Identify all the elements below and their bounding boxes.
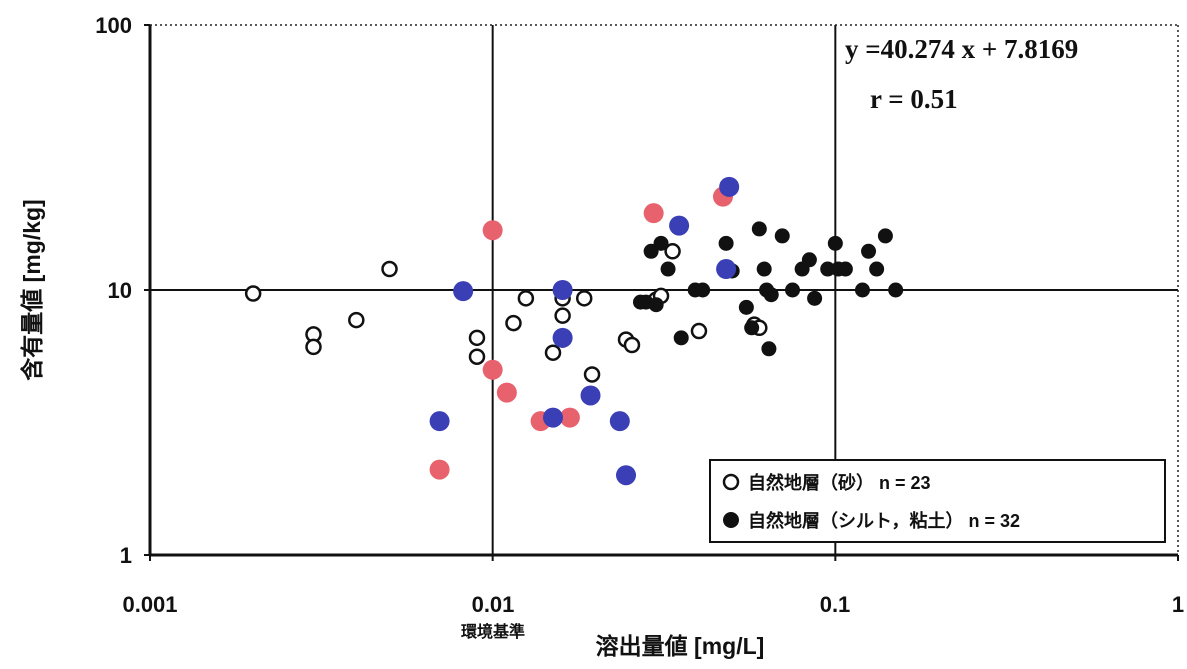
- data-point-s3-4: [552, 327, 573, 348]
- data-point-s3-5: [580, 385, 601, 406]
- legend-label-sand: 自然地層（砂） n = 23: [748, 472, 931, 493]
- data-point-s1-19: [785, 282, 801, 298]
- data-point-s2-3: [496, 382, 517, 403]
- data-point-s0-2: [305, 338, 322, 356]
- y-axis-label: 含有量値 [mg/kg]: [19, 199, 45, 380]
- data-point-s0-12: [575, 290, 593, 307]
- data-point-s1-30: [877, 228, 893, 244]
- data-point-s3-6: [609, 411, 630, 432]
- data-point-s0-8: [517, 290, 535, 307]
- data-point-s1-26: [837, 261, 853, 277]
- data-point-s3-2: [543, 407, 564, 428]
- y-tick-label-1: 10: [108, 278, 132, 303]
- data-point-s2-5: [559, 407, 580, 428]
- data-point-s2-2: [482, 359, 503, 380]
- data-point-s2-1: [482, 220, 503, 241]
- data-point-s0-7: [505, 314, 522, 332]
- data-point-s1-8: [695, 282, 711, 298]
- data-point-s1-3: [648, 297, 664, 313]
- data-point-s0-19: [690, 322, 708, 340]
- data-point-s0-0: [244, 285, 262, 302]
- data-point-s3-10: [719, 176, 740, 197]
- data-point-s1-27: [854, 282, 870, 298]
- data-point-s1-13: [751, 221, 767, 237]
- x-tick-label-1: 0.01: [472, 592, 515, 617]
- data-point-s1-23: [820, 261, 836, 277]
- data-point-s0-5: [468, 329, 486, 347]
- data-point-s2-6: [643, 203, 664, 224]
- data-point-s0-6: [468, 348, 486, 365]
- data-point-s0-3: [348, 311, 365, 329]
- data-point-s0-10: [554, 307, 571, 324]
- data-point-s1-11: [738, 299, 754, 315]
- data-point-s3-7: [616, 465, 637, 486]
- x-tick-label-3: 1: [1172, 592, 1184, 617]
- legend-label-silt-clay: 自然地層（シルト，粘土） n = 32: [748, 510, 1020, 531]
- data-point-s1-29: [869, 261, 885, 277]
- data-point-s0-9: [544, 344, 562, 361]
- regression-equation: y =40.274 x + 7.8169: [845, 34, 1078, 64]
- axis-layer: [144, 24, 1179, 561]
- data-point-s3-1: [453, 281, 474, 302]
- data-point-s3-3: [552, 280, 573, 300]
- data-point-s0-15: [623, 336, 641, 354]
- y-tick-label-2: 100: [95, 13, 132, 38]
- x-tick-label-2: 0.1: [820, 592, 851, 617]
- data-point-s1-16: [761, 341, 777, 357]
- legend-marker-sand: [722, 473, 740, 491]
- data-point-s1-9: [718, 235, 734, 251]
- data-point-s1-22: [807, 290, 823, 306]
- data-point-s1-18: [774, 228, 790, 244]
- y-tick-label-0: 1: [120, 543, 132, 568]
- data-point-s3-8: [669, 215, 690, 236]
- correlation-coefficient: r = 0.51: [870, 84, 958, 114]
- environmental-standard-label: 環境基準: [461, 622, 525, 641]
- data-point-s0-13: [583, 366, 601, 383]
- data-point-s1-28: [861, 243, 877, 259]
- data-point-s0-4: [381, 260, 398, 278]
- x-tick-label-0: 0.001: [122, 592, 177, 617]
- data-point-s1-17: [763, 287, 779, 303]
- data-point-s3-9: [716, 259, 737, 280]
- data-point-s1-5: [660, 261, 676, 277]
- data-point-s1-21: [801, 252, 817, 268]
- data-point-s1-4: [653, 235, 669, 251]
- data-point-s0-18: [664, 243, 681, 260]
- legend-marker-silt-clay: [723, 512, 739, 528]
- data-point-s1-14: [756, 261, 772, 277]
- data-point-s3-0: [429, 411, 450, 432]
- data-point-s2-0: [429, 459, 450, 480]
- data-point-s1-31: [888, 282, 904, 298]
- data-point-s1-6: [673, 330, 689, 346]
- data-point-s1-12: [744, 320, 760, 336]
- data-point-s1-24: [827, 235, 843, 251]
- legend-box: [709, 459, 1166, 543]
- points-layer: [244, 176, 904, 486]
- x-axis-label: 溶出量値 [mg/L]: [596, 633, 765, 659]
- legend: 自然地層（砂） n = 23 自然地層（シルト，粘土） n = 32: [709, 459, 1166, 543]
